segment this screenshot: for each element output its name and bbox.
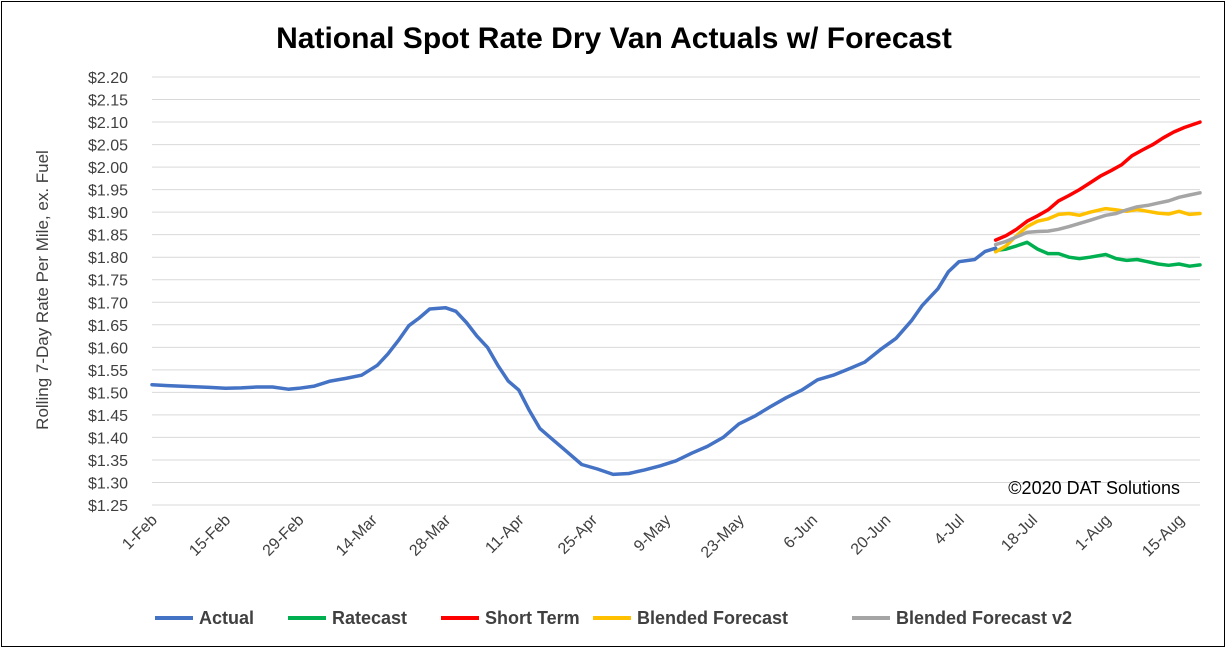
y-tick-label: $2.20 — [88, 70, 128, 87]
legend-label: Short Term — [485, 608, 580, 628]
y-tick-labels: $1.25 $1.30 $1.35 $1.40 $1.45 $1.50 $1.55 $1.60… — [88, 70, 128, 515]
y-tick-label: $2.10 — [88, 115, 128, 132]
y-tick-label: $1.35 — [88, 453, 128, 470]
x-tick-label: 9-May — [631, 512, 674, 555]
legend-label: Blended Forecast v2 — [896, 608, 1072, 628]
y-tick-label: $2.05 — [88, 138, 128, 155]
y-tick-label: $1.80 — [88, 250, 128, 267]
x-tick-label: 25-Apr — [555, 511, 601, 557]
x-tick-label: 1-Feb — [119, 512, 161, 554]
x-tick-label: 1-Aug — [1072, 512, 1114, 554]
series-line-short-term — [993, 120, 1202, 242]
x-tick-labels: 1-Feb 15-Feb 29-Feb 14-Mar 28-Mar 11-Apr 25-Ap… — [119, 511, 1188, 561]
y-tick-label: $1.60 — [88, 340, 128, 357]
grid-layer — [152, 76, 1200, 506]
x-tick-label: 20-Jun — [848, 512, 895, 559]
legend-label: Ratecast — [332, 608, 407, 628]
x-tick-label: 28-Mar — [406, 511, 454, 559]
x-tick-label: 14-Mar — [333, 511, 381, 559]
y-tick-label: $1.70 — [88, 295, 128, 312]
x-tick-label: 29-Feb — [260, 512, 308, 560]
y-tick-label: $1.75 — [88, 273, 128, 290]
series-layer — [150, 120, 1202, 477]
legend: Actual Ratecast Short Term Blended Forecast… — [155, 608, 1072, 628]
series-line-blended-forecast — [993, 206, 1202, 254]
y-axis-label: Rolling 7-Day Rate Per Mile, ex. Fuel — [33, 150, 52, 430]
x-tick-label: 15-Aug — [1139, 512, 1188, 561]
y-tick-label: $1.95 — [88, 183, 128, 200]
y-tick-label: $2.00 — [88, 160, 128, 177]
y-tick-label: $1.55 — [88, 363, 128, 380]
y-tick-label: $2.15 — [88, 93, 128, 110]
series-line-actual — [150, 246, 998, 477]
series-line-ratecast — [993, 240, 1202, 268]
y-tick-label: $1.40 — [88, 430, 128, 447]
x-tick-label: 23-May — [698, 512, 748, 562]
y-tick-label: $1.25 — [88, 498, 128, 515]
x-tick-label: 6-Jun — [781, 512, 821, 552]
x-tick-label: 15-Feb — [186, 512, 234, 560]
x-tick-label: 4-Jul — [931, 512, 968, 549]
y-tick-label: $1.85 — [88, 228, 128, 245]
series-line-blended-forecast-v2 — [993, 191, 1202, 247]
y-tick-label: $1.90 — [88, 205, 128, 222]
copyright-annotation: ©2020 DAT Solutions — [1008, 478, 1180, 498]
x-tick-label: 11-Apr — [482, 511, 528, 557]
y-tick-label: $1.65 — [88, 318, 128, 335]
legend-label: Actual — [199, 608, 254, 628]
y-tick-label: $1.45 — [88, 408, 128, 425]
x-tick-label: 18-Jul — [998, 512, 1041, 555]
y-tick-label: $1.50 — [88, 385, 128, 402]
legend-label: Blended Forecast — [637, 608, 788, 628]
y-tick-label: $1.30 — [88, 475, 128, 492]
chart-title: National Spot Rate Dry Van Actuals w/ Fo… — [276, 22, 952, 55]
